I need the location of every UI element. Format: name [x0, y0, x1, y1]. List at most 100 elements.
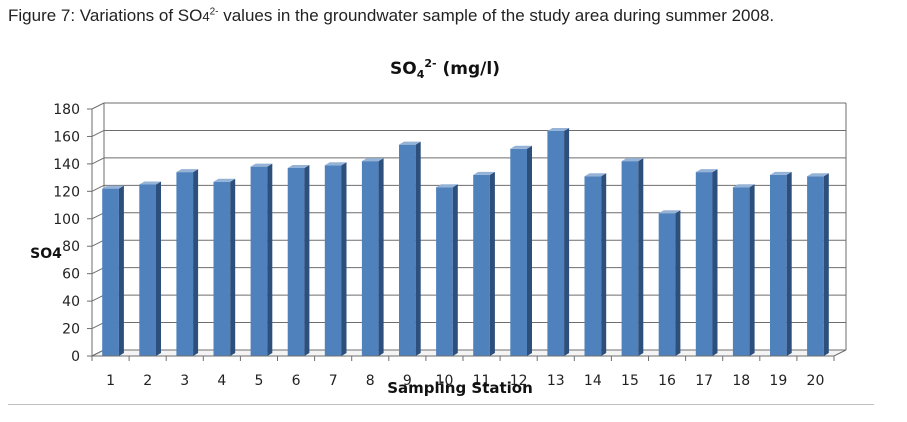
bar-top — [510, 145, 532, 149]
bar-top — [473, 171, 495, 175]
bar-top — [584, 173, 607, 177]
gridline-side — [91, 157, 105, 165]
x-tick-label: 20 — [807, 373, 825, 389]
caption-divider — [8, 404, 874, 405]
bar-top — [436, 184, 458, 188]
caption-superscript: 2- — [209, 6, 219, 18]
bar-side — [601, 173, 607, 356]
bar — [436, 187, 453, 356]
chart-title: SO42- (mg/l) — [390, 57, 500, 81]
gridline-side — [91, 129, 105, 137]
bar-side — [118, 185, 124, 356]
chart-title-base: SO — [390, 59, 417, 79]
gridline-side — [91, 102, 105, 110]
x-tick-label: 8 — [366, 373, 375, 389]
chart-title-sup: 2- — [424, 57, 436, 70]
bar-side — [193, 169, 199, 356]
caption-subscript: 4 — [202, 9, 210, 24]
bar — [732, 187, 750, 356]
gridline-side — [91, 212, 105, 220]
bar — [287, 168, 305, 356]
bar — [695, 172, 713, 356]
y-axis-label: SO4 — [30, 246, 62, 262]
y-tick-label: 180 — [53, 102, 80, 118]
bar — [770, 174, 787, 356]
x-tick-label: 6 — [292, 373, 301, 389]
x-tick-label: 15 — [621, 373, 639, 389]
bar-side — [823, 173, 829, 356]
bar-side — [786, 171, 792, 356]
x-tick-label: 5 — [254, 373, 263, 389]
x-tick-label: 17 — [695, 373, 713, 389]
bar-top — [287, 165, 310, 169]
y-tick-label: 100 — [53, 212, 80, 228]
bar-side — [675, 210, 681, 356]
figure-caption: Figure 7: Variations of SO42- values in … — [8, 6, 774, 26]
bar-side — [749, 184, 755, 356]
bar-top — [695, 169, 718, 173]
x-tick-label: 7 — [329, 373, 338, 389]
bar — [250, 166, 268, 356]
bar-side — [415, 141, 421, 356]
x-tick-label: 3 — [180, 373, 189, 389]
bar-side — [452, 184, 458, 356]
caption-suffix: values in the groundwater sample of the … — [218, 6, 775, 25]
gridline-side — [91, 294, 105, 302]
x-tick-label: 14 — [584, 373, 602, 389]
bar-side — [526, 145, 532, 356]
y-tick-label: 80 — [62, 239, 80, 255]
y-tick-label: 160 — [53, 129, 80, 145]
bar — [213, 181, 231, 356]
bar — [361, 161, 379, 356]
y-tick-label: 120 — [53, 184, 80, 200]
bar — [176, 172, 194, 356]
y-tick-label: 60 — [62, 267, 80, 283]
bar-top — [213, 178, 236, 182]
bar-top — [176, 169, 199, 173]
x-tick-label: 4 — [217, 373, 226, 389]
bar-top — [102, 185, 124, 189]
x-tick-label: 13 — [547, 373, 565, 389]
bar-side — [230, 178, 236, 356]
bar-side — [712, 169, 718, 356]
bar — [658, 213, 676, 356]
x-tick-label: 11 — [473, 373, 491, 389]
gridline-side — [91, 184, 105, 192]
y-tick-label: 140 — [53, 157, 80, 173]
bar-side — [489, 171, 495, 356]
caption-prefix: Figure 7: Variations of SO — [8, 6, 203, 25]
bar — [547, 130, 565, 356]
bar-top — [658, 210, 681, 214]
x-tick-label: 16 — [658, 373, 676, 389]
chart-title-sub: 4 — [417, 68, 425, 81]
x-tick-label: 2 — [143, 373, 152, 389]
bar — [399, 144, 416, 356]
bar — [102, 188, 119, 356]
bar-side — [267, 163, 273, 356]
chart-title-tail: (mg/l) — [437, 59, 500, 79]
gridline-side — [91, 267, 105, 275]
y-tick-label: 20 — [62, 322, 80, 338]
bar-top — [807, 173, 829, 177]
bar — [584, 176, 602, 356]
bar-top — [770, 171, 792, 175]
bar-side — [341, 162, 347, 356]
bar-top — [139, 181, 161, 185]
x-tick-label: 18 — [732, 373, 750, 389]
bar-top — [361, 158, 384, 162]
bar-top — [621, 158, 644, 162]
bar — [324, 165, 342, 356]
bar-side — [564, 127, 570, 356]
bar-side — [155, 181, 161, 356]
x-tick-label: 12 — [510, 373, 528, 389]
bar-top — [250, 163, 273, 167]
floor — [91, 349, 847, 357]
bar — [473, 174, 490, 356]
bar — [807, 176, 824, 356]
x-tick-label: 10 — [436, 373, 454, 389]
bar — [510, 148, 527, 356]
x-axis-label: Sampling Station — [387, 379, 533, 397]
bar-top — [732, 184, 755, 188]
